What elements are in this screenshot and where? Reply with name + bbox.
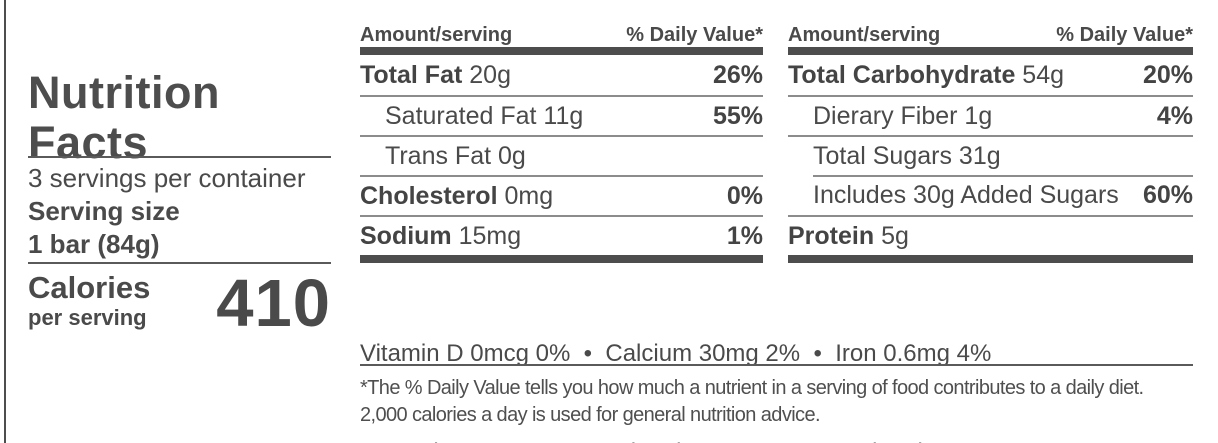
micronutrients-section: Vitamin D 0mcg 0% • Calcium 30mg 2% • Ir… <box>360 271 1193 443</box>
micronutrients-line-1: Vitamin D 0mcg 0% • Calcium 30mg 2% • Ir… <box>360 340 992 367</box>
serving-info: 3 servings per container Serving size 1 … <box>28 162 331 261</box>
nutrients-column-right: Amount/serving % Daily Value* Total Carb… <box>788 14 1193 263</box>
footnote-line-2: 2,000 calories a day is used for general… <box>360 404 821 426</box>
page-title: Nutrition Facts <box>28 68 331 168</box>
calories-sublabel: per serving <box>28 305 147 330</box>
column-header: Amount/serving % Daily Value* <box>788 14 1193 47</box>
daily-value: 55% <box>712 101 763 130</box>
serving-size-value: 1 bar (84g) <box>28 229 160 259</box>
thick-divider-bar <box>360 255 763 263</box>
nutrient-row-total-fat: Total Fat 20g 26% <box>360 60 763 89</box>
calories-value: 410 <box>216 266 331 341</box>
nutrients-column-left: Amount/serving % Daily Value* Total Fat … <box>360 14 763 263</box>
daily-value: 20% <box>1142 60 1193 89</box>
title-line-1: Nutrition <box>28 67 220 119</box>
nutrient-row-protein: Protein 5g <box>788 215 1193 255</box>
serving-size-label: Serving size <box>28 196 180 226</box>
amount-serving-header: Amount/serving <box>360 24 513 46</box>
nutrient-row-sodium: Sodium 15mg 1% <box>360 215 763 255</box>
calories-section: Calories per serving 410 <box>28 268 331 340</box>
nutrient-row-saturated-fat: Saturated Fat 11g 55% <box>360 95 763 135</box>
footnote-line-1: *The % Daily Value tells you how much a … <box>360 377 1144 399</box>
nutrient-row-dietary-fiber: Dierary Fiber 1g 4% <box>788 95 1193 135</box>
daily-value-header: % Daily Value* <box>1056 24 1193 46</box>
amount-serving-header: Amount/serving <box>788 24 941 46</box>
thick-divider-bar <box>788 255 1193 263</box>
daily-value: 60% <box>1142 180 1193 209</box>
nutrient-row-trans-fat: Trans Fat 0g <box>360 135 763 175</box>
nutrient-row-cholesterol: Cholesterol 0mg 0% <box>360 175 763 215</box>
divider <box>360 364 1193 366</box>
daily-value-footnote: *The % Daily Value tells you how much a … <box>360 375 1193 429</box>
nutrient-row-total-carbohydrate: Total Carbohydrate 54g 20% <box>788 60 1193 89</box>
nutrient-row-added-sugars: Includes 30g Added Sugars 60% <box>788 175 1193 215</box>
nutrient-row-total-sugars: Total Sugars 31g <box>788 135 1193 175</box>
daily-value-header: % Daily Value* <box>626 24 763 46</box>
daily-value: 26% <box>712 60 763 89</box>
column-header: Amount/serving % Daily Value* <box>360 14 763 47</box>
label-left-border <box>4 0 6 443</box>
daily-value: 4% <box>1156 101 1193 130</box>
calories-labels: Calories per serving <box>28 268 150 331</box>
calories-label: Calories <box>28 270 151 305</box>
thick-divider-bar <box>788 47 1193 55</box>
divider <box>28 262 331 264</box>
micronutrients-line-2: Potassium 40mg 0% • Vitamin A 0mcg 0% • … <box>360 436 1193 443</box>
servings-per-container: 3 servings per container <box>28 163 306 193</box>
daily-value: 1% <box>726 221 763 250</box>
divider <box>28 156 331 158</box>
thick-divider-bar <box>360 47 763 55</box>
daily-value: 0% <box>726 181 763 210</box>
title-line-2: Facts <box>28 117 149 169</box>
